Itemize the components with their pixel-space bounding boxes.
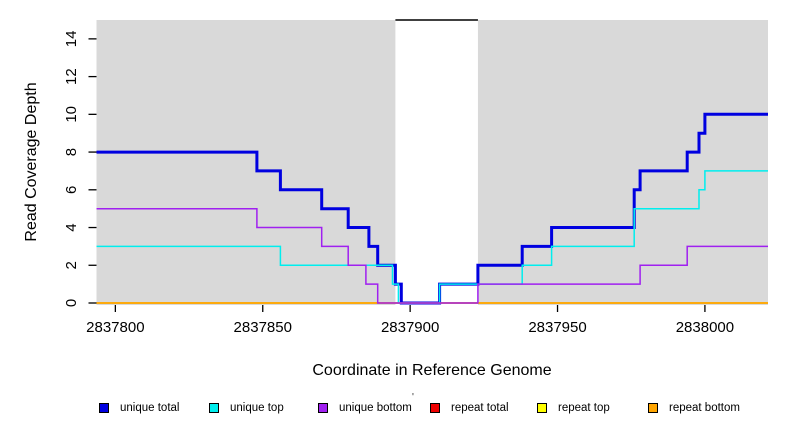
y-tick-label: 2 xyxy=(63,261,80,269)
repeat-masked-region xyxy=(395,20,478,305)
x-axis-label: Coordinate in Reference Genome xyxy=(312,362,551,379)
x-tick-label: 2837850 xyxy=(234,319,292,336)
y-tick-label: 12 xyxy=(63,68,80,85)
y-tick-label: 14 xyxy=(63,31,80,48)
x-tick-label: 2838000 xyxy=(676,319,734,336)
x-tick-label: 2837900 xyxy=(381,319,439,336)
y-tick-label: 4 xyxy=(63,223,80,231)
y-tick-label: 0 xyxy=(63,299,80,307)
x-tick-label: 2837800 xyxy=(86,319,144,336)
x-tick-label: 2837950 xyxy=(528,319,586,336)
y-tick-label: 6 xyxy=(63,186,80,194)
series-line-unique-top xyxy=(96,170,768,304)
y-axis-label: Read Coverage Depth xyxy=(23,82,40,241)
y-tick-label: 8 xyxy=(63,148,80,156)
y-tick-label: 10 xyxy=(63,106,80,123)
series-line-unique-bottom xyxy=(96,207,768,304)
